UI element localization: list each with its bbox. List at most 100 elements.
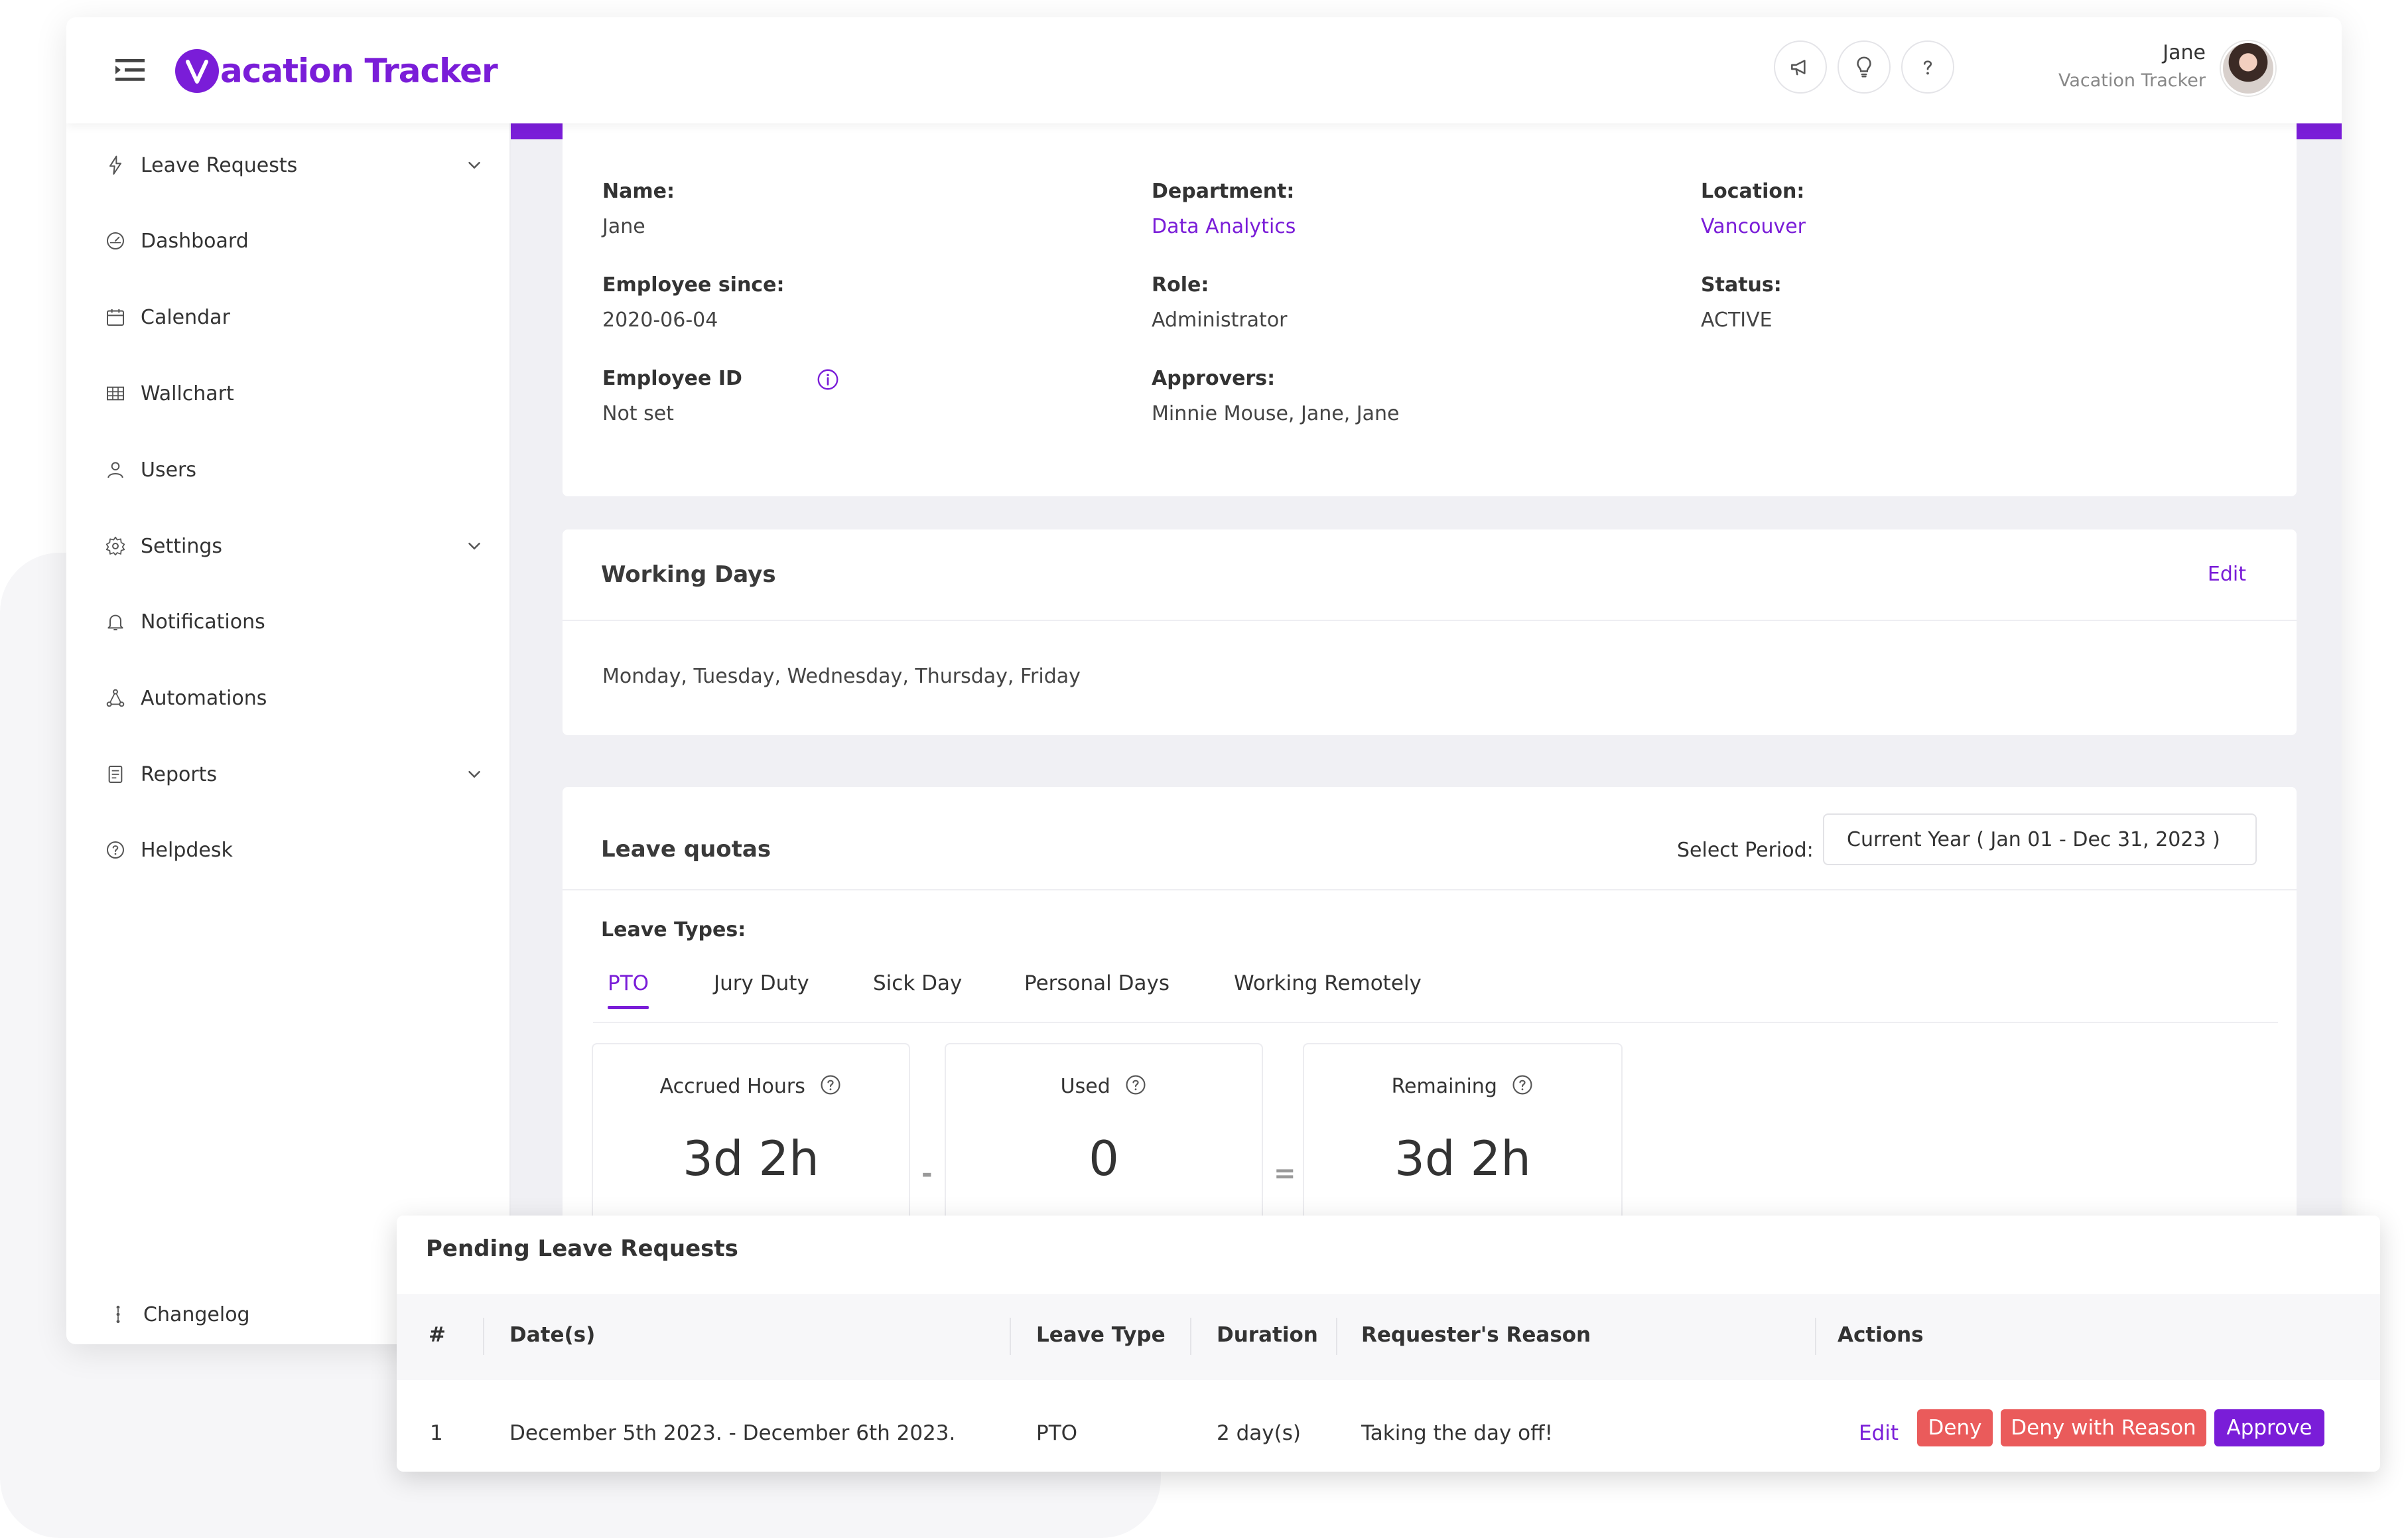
sidebar-item-label: Changelog (143, 1302, 250, 1326)
accent-bar (511, 123, 563, 139)
tab-working-remotely[interactable]: Working Remotely (1234, 971, 1422, 995)
gear-icon (103, 534, 127, 558)
help-button[interactable] (1901, 40, 1954, 94)
department-label: Department: (1152, 180, 1295, 203)
grid-icon (103, 382, 127, 405)
column-separator (483, 1318, 484, 1355)
sidebar-item-settings[interactable]: Settings (66, 516, 511, 576)
equals-operator: = (1274, 1158, 1296, 1189)
app-window: acation Tracker Jane Vacation Tracker (66, 17, 2342, 1344)
sidebar-item-reports[interactable]: Reports (66, 744, 511, 804)
row-number: 1 (430, 1421, 443, 1445)
sidebar-item-label: Automations (141, 686, 267, 710)
user-org: Vacation Tracker (2058, 70, 2206, 91)
sidebar-item-label: Settings (141, 534, 223, 558)
working-days-card: Working Days Edit Monday, Tuesday, Wedne… (563, 529, 2297, 735)
name-value: Jane (602, 215, 645, 238)
working-days-value: Monday, Tuesday, Wednesday, Thursday, Fr… (602, 665, 1081, 688)
department-link[interactable]: Data Analytics (1152, 215, 1296, 238)
column-header-leave-type: Leave Type (1036, 1323, 1166, 1347)
pending-requests-panel: Pending Leave Requests # Date(s) Leave T… (397, 1216, 2380, 1472)
user-icon (103, 458, 127, 482)
tab-jury-duty[interactable]: Jury Duty (714, 971, 809, 995)
card-divider (563, 889, 2297, 890)
deny-button[interactable]: Deny (1917, 1409, 1993, 1446)
select-period-label: Select Period: (1677, 839, 1814, 862)
help-icon[interactable] (1124, 1074, 1147, 1096)
profile-card: Name: Jane Department: Data Analytics Lo… (563, 123, 2297, 496)
deny-with-reason-button[interactable]: Deny with Reason (2001, 1409, 2206, 1446)
employee-id-value: Not set (602, 402, 674, 425)
calendar-icon (103, 305, 127, 329)
remaining-value: 3d 2h (1394, 1131, 1531, 1186)
row-leave-type: PTO (1036, 1421, 1078, 1445)
app-logo[interactable]: acation Tracker (175, 41, 498, 101)
row-dates: December 5th 2023. - December 6th 2023. (509, 1421, 956, 1445)
accrued-hours-value: 3d 2h (683, 1131, 819, 1186)
user-name[interactable]: Jane (2163, 41, 2206, 64)
location-link[interactable]: Vancouver (1701, 215, 1806, 238)
sidebar-item-dashboard[interactable]: Dashboard (66, 211, 511, 271)
period-select[interactable]: Current Year ( Jan 01 - Dec 31, 2023 ) (1823, 813, 2257, 865)
employee-since-label: Employee since: (602, 273, 785, 297)
accrued-hours-label: Accrued Hours (593, 1074, 909, 1098)
remaining-box: Remaining 3d 2h (1303, 1043, 1623, 1242)
chevron-down-icon (468, 543, 480, 550)
top-header: acation Tracker Jane Vacation Tracker (66, 17, 2342, 123)
chevron-down-icon (468, 162, 480, 169)
pending-title: Pending Leave Requests (426, 1235, 738, 1262)
menu-collapse-icon[interactable] (113, 54, 150, 87)
sidebar-item-wallchart[interactable]: Wallchart (66, 364, 511, 423)
approvers-value: Minnie Mouse, Jane, Jane (1152, 402, 1400, 425)
sidebar-item-label: Calendar (141, 305, 230, 329)
tab-personal-days[interactable]: Personal Days (1024, 971, 1170, 995)
logo-v-icon (186, 60, 208, 84)
avatar[interactable] (2221, 41, 2275, 96)
info-icon[interactable] (816, 368, 840, 391)
role-value: Administrator (1152, 309, 1288, 332)
sidebar-item-users[interactable]: Users (66, 440, 511, 500)
employee-since-value: 2020-06-04 (602, 309, 718, 332)
sidebar-item-leave-requests[interactable]: Leave Requests (66, 135, 511, 195)
accrued-hours-box: Accrued Hours 3d 2h (592, 1043, 910, 1242)
column-separator (1190, 1318, 1191, 1355)
leave-types-label: Leave Types: (601, 918, 746, 942)
role-label: Role: (1152, 273, 1209, 297)
table-header: # Date(s) Leave Type Duration Requester'… (397, 1294, 2380, 1380)
logo-mark (175, 49, 219, 93)
sidebar-item-changelog[interactable]: Changelog (66, 1285, 511, 1344)
help-circle-icon (103, 838, 127, 862)
approve-button[interactable]: Approve (2214, 1409, 2324, 1446)
sidebar-item-helpdesk[interactable]: Helpdesk (66, 820, 511, 880)
sidebar-item-label: Users (141, 458, 197, 482)
help-icon[interactable] (819, 1074, 842, 1096)
nodes-icon (103, 686, 127, 710)
column-separator (1815, 1318, 1816, 1355)
sidebar-item-label: Helpdesk (141, 838, 233, 862)
chevron-down-icon (468, 771, 480, 778)
remaining-label: Remaining (1304, 1074, 1621, 1098)
sidebar-item-notifications[interactable]: Notifications (66, 592, 511, 652)
tab-pto[interactable]: PTO (608, 971, 649, 995)
column-separator (1336, 1318, 1337, 1355)
approvers-label: Approvers: (1152, 367, 1276, 390)
report-icon (103, 762, 127, 786)
tab-sick-day[interactable]: Sick Day (873, 971, 963, 995)
used-value: 0 (1089, 1131, 1119, 1186)
sidebar-item-label: Dashboard (141, 229, 249, 253)
sidebar: Leave Requests Dashboard Calendar Wallch… (66, 123, 511, 1344)
period-select-value: Current Year ( Jan 01 - Dec 31, 2023 ) (1847, 827, 2220, 851)
announcements-button[interactable] (1774, 40, 1827, 94)
sidebar-item-label: Notifications (141, 610, 265, 634)
sidebar-item-automations[interactable]: Automations (66, 668, 511, 728)
employee-id-label: Employee ID (602, 367, 742, 390)
help-icon[interactable] (1511, 1074, 1534, 1096)
column-header-number: # (429, 1323, 446, 1347)
lightbulb-icon (1857, 56, 1871, 78)
ideas-button[interactable] (1838, 40, 1891, 94)
row-duration: 2 day(s) (1217, 1421, 1301, 1445)
sidebar-item-calendar[interactable]: Calendar (66, 287, 511, 347)
edit-request-link[interactable]: Edit (1859, 1421, 1899, 1445)
working-days-title: Working Days (601, 561, 776, 588)
working-days-edit-link[interactable]: Edit (2207, 563, 2246, 586)
